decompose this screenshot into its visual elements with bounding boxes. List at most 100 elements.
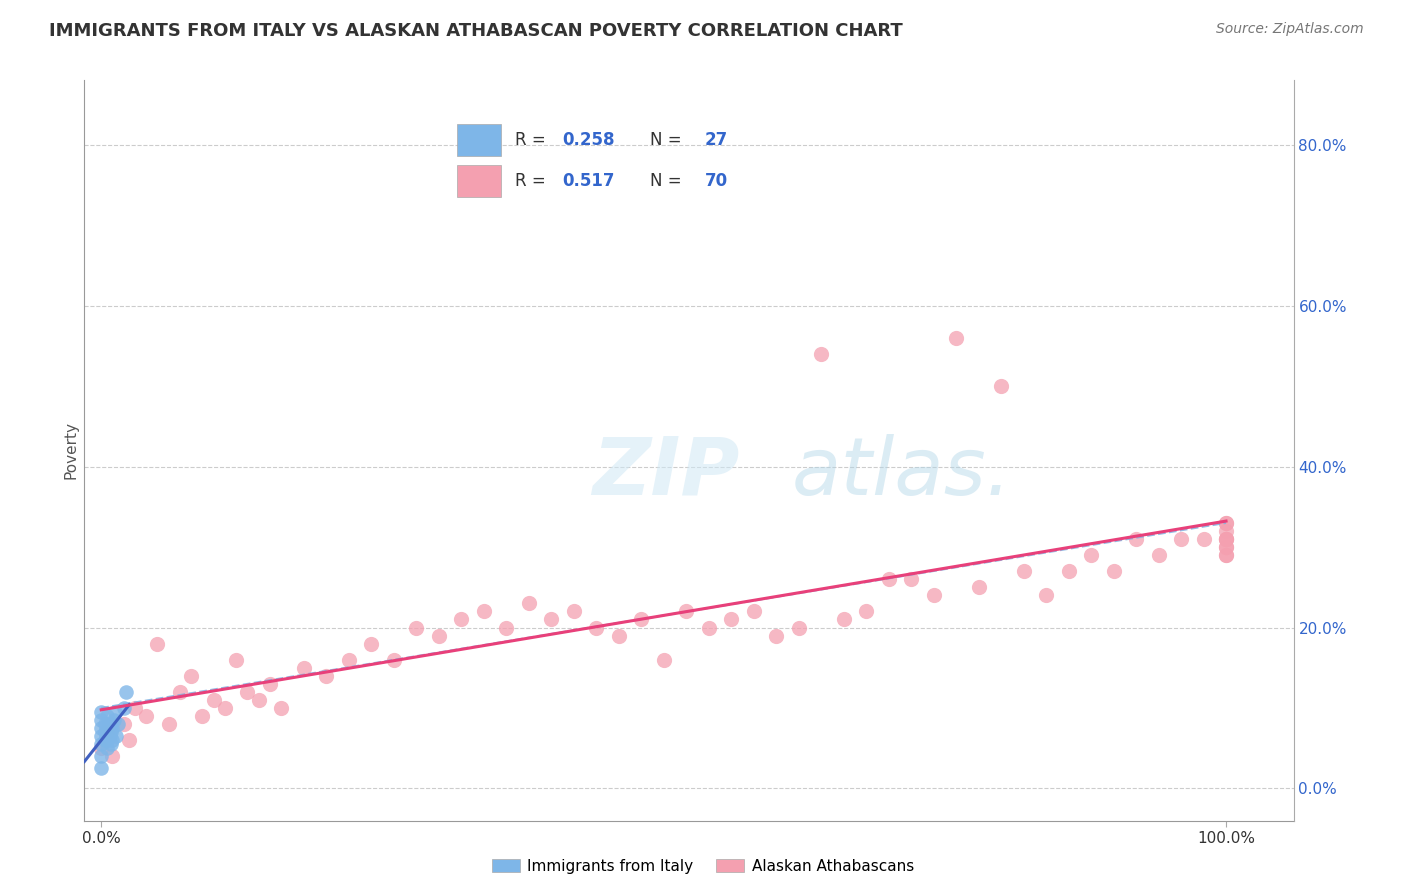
Text: atlas.: atlas. [792,434,1012,512]
Point [90,705,112,719]
Point [96,733,118,747]
Point [720,612,742,626]
Point [1215,524,1237,538]
Point [1192,532,1215,546]
Point [1215,540,1237,554]
Point [101,749,124,764]
Point [191,709,214,723]
Point [214,701,236,715]
Point [100,725,122,739]
Point [1057,564,1080,578]
Point [1215,548,1237,562]
Point [90,741,112,756]
Point [360,637,382,651]
Point [652,653,675,667]
Point [1170,532,1192,546]
Point [607,628,630,642]
Text: Source: ZipAtlas.com: Source: ZipAtlas.com [1216,22,1364,37]
Point [810,347,832,361]
Point [1215,548,1237,562]
Point [967,580,990,594]
Point [225,653,247,667]
Point [1012,564,1035,578]
Point [90,761,112,775]
Point [180,669,202,683]
Point [104,729,127,743]
Point [146,637,169,651]
Point [96,725,118,739]
Point [90,729,112,743]
Point [315,669,337,683]
Point [90,737,112,751]
Point [855,604,877,618]
Point [90,721,112,735]
Point [93,725,115,739]
Point [107,717,129,731]
Point [765,628,787,642]
Point [118,733,141,747]
Point [124,701,146,715]
Point [100,737,122,751]
Point [292,661,315,675]
Point [157,717,180,731]
Point [103,713,125,727]
Point [405,620,427,634]
Point [270,701,292,715]
Point [97,725,120,739]
Point [90,713,112,727]
Point [832,612,855,626]
Point [630,612,652,626]
Point [675,604,697,618]
Point [1035,588,1057,602]
Text: ZIP: ZIP [592,434,740,512]
Point [1215,540,1237,554]
Point [562,604,585,618]
Point [495,620,517,634]
Point [112,701,135,715]
Point [877,572,900,586]
Point [104,705,127,719]
Point [98,721,121,735]
Point [1080,548,1102,562]
Point [1215,532,1237,546]
Point [259,677,281,691]
Text: IMMIGRANTS FROM ITALY VS ALASKAN ATHABASCAN POVERTY CORRELATION CHART: IMMIGRANTS FROM ITALY VS ALASKAN ATHABAS… [49,22,903,40]
Point [472,604,495,618]
Point [540,612,562,626]
Point [101,721,124,735]
Point [98,729,121,743]
Point [382,653,405,667]
Point [1125,532,1147,546]
Point [96,741,118,756]
Point [93,717,115,731]
Point [900,572,922,586]
Point [90,749,112,764]
Point [169,685,191,699]
Point [1215,532,1237,546]
Point [945,331,967,345]
Point [135,709,157,723]
Point [585,620,607,634]
Point [112,717,135,731]
Legend: Immigrants from Italy, Alaskan Athabascans: Immigrants from Italy, Alaskan Athabasca… [486,853,920,880]
Point [98,717,121,731]
Point [337,653,360,667]
Point [93,733,115,747]
Point [247,693,270,707]
Point [450,612,472,626]
Y-axis label: Poverty: Poverty [63,421,79,480]
Point [1215,516,1237,530]
Point [742,604,765,618]
Point [115,685,138,699]
Point [202,693,225,707]
Point [236,685,259,699]
Point [990,379,1012,393]
Point [1147,548,1170,562]
Point [427,628,450,642]
Point [922,588,945,602]
Point [1215,532,1237,546]
Point [1215,516,1237,530]
Point [517,596,540,610]
Point [697,620,720,634]
Point [96,709,118,723]
